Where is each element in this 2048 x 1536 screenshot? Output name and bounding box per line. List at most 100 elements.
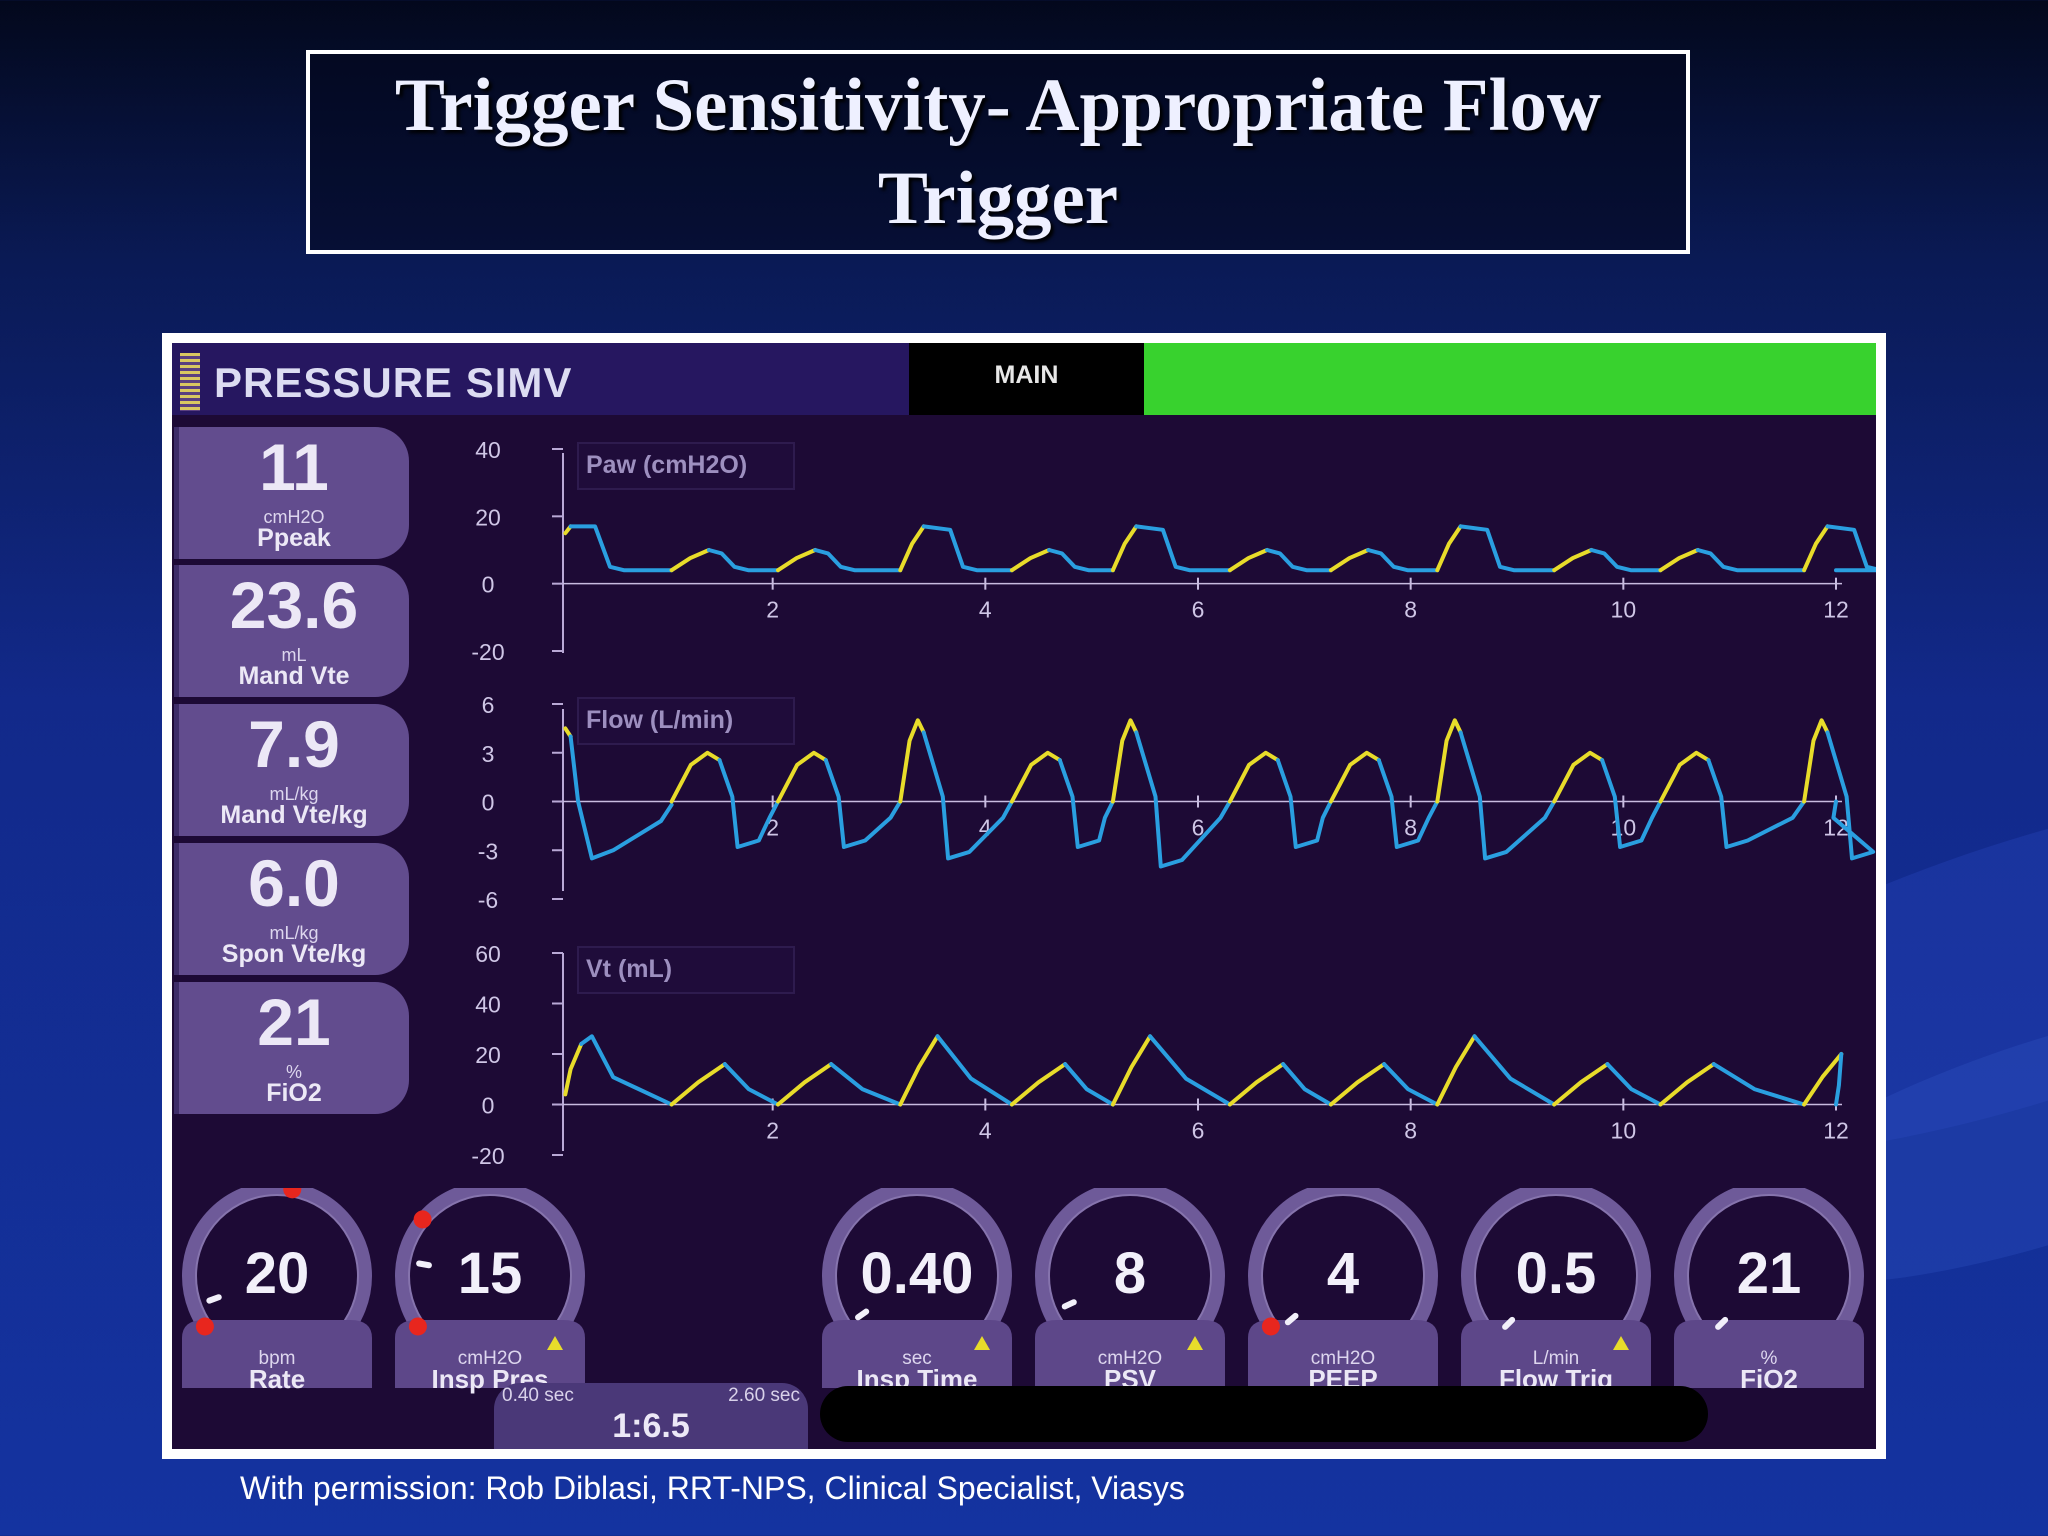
control-unit: cmH2O [1097, 1348, 1163, 1369]
trace-expiratory-segment [1148, 1034, 1232, 1107]
insp-time-control-knob[interactable]: 0.40 sec Insp Time [814, 1188, 1020, 1394]
monitor-name: Spon Vte/kg [221, 940, 367, 968]
trace-expiratory-segment [717, 758, 780, 849]
trace-inspiratory-segment [1009, 1062, 1068, 1107]
dial-limit-marker [195, 1317, 214, 1336]
y-tick-label: -6 [478, 887, 498, 913]
monitor-value: 7.9 [248, 707, 340, 781]
trace-expiratory-segment [1589, 548, 1663, 573]
trace-inspiratory-segment [776, 750, 828, 804]
trace-expiratory-segment [568, 734, 674, 861]
insp-pres-control-knob[interactable]: 15 cmH2O Insp Pres [387, 1188, 593, 1394]
monitor-name: Ppeak [257, 524, 331, 552]
trace-expiratory-segment [1834, 1052, 1844, 1107]
trace-expiratory-segment [1711, 1062, 1807, 1107]
x-tick-label: 12 [1823, 597, 1849, 623]
monitor-tile-mand-vte-kg[interactable]: 7.9 mL/kg Mand Vte/kg [174, 704, 409, 836]
rate-control-knob[interactable]: 20 bpm Rate [174, 1188, 380, 1394]
ie-ratio-tab[interactable]: 0.40 sec 2.60 sec 1:6.5 [494, 1383, 808, 1449]
monitor-unit: mL/kg [269, 784, 319, 804]
trace-inspiratory-segment [1552, 1062, 1610, 1107]
dial-label-plate [1248, 1320, 1438, 1388]
monitor-value: 21 [257, 985, 331, 1059]
control-value: 0.5 [1515, 1241, 1597, 1306]
ie-min-time: 0.40 sec [502, 1385, 574, 1406]
warning-triangle-icon [1187, 1336, 1203, 1350]
dial-limit-marker [1261, 1317, 1280, 1336]
slide-title: Trigger Sensitivity- Appropriate Flow Tr… [394, 64, 1602, 240]
flow-trig-control-knob[interactable]: 0.5 L/min Flow Trig [1453, 1188, 1659, 1394]
monitor-unit: mL/kg [269, 923, 319, 943]
psv-control-knob[interactable]: 8 cmH2O PSV [1027, 1188, 1233, 1394]
y-tick-label: 6 [482, 692, 495, 718]
peep-control-knob[interactable]: 4 cmH2O PEEP [1240, 1188, 1446, 1394]
trace-expiratory-segment [579, 1034, 674, 1107]
x-tick-label: 6 [1192, 1118, 1205, 1144]
control-unit: sec [902, 1348, 932, 1369]
dial-knob-icon [1035, 1188, 1225, 1388]
ie-ratio-value: 1:6.5 [612, 1407, 690, 1445]
trace-expiratory-segment [1695, 548, 1807, 573]
monitor-tile-spon-vte-kg[interactable]: 6.0 mL/kg Spon Vte/kg [174, 843, 409, 975]
trace-expiratory-segment [1134, 524, 1232, 573]
trace-inspiratory-segment [1435, 524, 1463, 573]
dial-pointer [1061, 1299, 1077, 1310]
waveform-graphs: 40 20 0 -20 2 4 6 8 10 12 Paw (cmH2O) 6 3 0 -3 -6 2 4 6 8 1… [471, 437, 1876, 1169]
control-value: 21 [1736, 1241, 1802, 1306]
dial-label-plate [1035, 1320, 1225, 1388]
trace-inspiratory-segment [1009, 548, 1052, 573]
x-tick-label: 8 [1404, 597, 1417, 623]
monitor-name: Mand Vte/kg [220, 801, 368, 829]
trace-expiratory-segment [829, 1062, 903, 1107]
trace-inspiratory-segment [1802, 718, 1830, 804]
ventilator-screen: PRESSURE SIMV MAIN 11 cmH2O Ppeak 23.6 m… [172, 343, 1876, 1449]
mode-label: PRESSURE SIMV [214, 359, 573, 406]
mode-banner[interactable]: PRESSURE SIMV [172, 343, 909, 415]
monitor-tile-mand-vte[interactable]: 23.6 mL Mand Vte [174, 565, 409, 697]
y-tick-label: -20 [471, 639, 504, 665]
dial-label-plate [395, 1320, 585, 1388]
trace-inspiratory-segment [1227, 750, 1280, 804]
trace-inspiratory-segment [1658, 548, 1700, 573]
control-value: 15 [457, 1241, 523, 1306]
fio2-control-knob[interactable]: 21 % FiO2 [1666, 1188, 1872, 1394]
trace-expiratory-segment [1366, 548, 1440, 573]
dial-label-plate [182, 1320, 372, 1388]
monitor-unit: mL [281, 645, 307, 665]
tab-main[interactable]: MAIN [909, 343, 1144, 415]
credit-text: With permission: Rob Diblasi, RRT-NPS, C… [240, 1470, 1185, 1506]
x-tick-label: 10 [1611, 597, 1637, 623]
graph-title: Paw (cmH2O) [586, 451, 747, 479]
drag-grip-icon[interactable] [180, 353, 200, 411]
dial-knob-icon [1674, 1188, 1864, 1388]
y-tick-label: 0 [482, 790, 495, 816]
trace-inspiratory-segment [669, 548, 711, 573]
trace-inspiratory-segment [1658, 750, 1711, 804]
control-value: 20 [244, 1241, 310, 1306]
dial-label-plate [1461, 1320, 1651, 1388]
dial-pointer [1502, 1316, 1516, 1330]
warning-triangle-icon [547, 1336, 563, 1350]
trace-expiratory-segment [1458, 524, 1557, 573]
trace-expiratory-segment [1275, 758, 1333, 849]
y-tick-label: 20 [475, 1042, 501, 1068]
trace-expiratory-segment [706, 548, 780, 573]
trace-expiratory-segment [1265, 548, 1333, 573]
trace-inspiratory-segment [1435, 718, 1463, 804]
trace-inspiratory-segment [898, 524, 926, 573]
monitor-tile-fio2[interactable]: 21 % FiO2 [174, 982, 409, 1114]
graph-title: Flow (L/min) [586, 706, 733, 734]
trace-expiratory-segment [1063, 1062, 1115, 1107]
trace-expiratory-segment [1376, 758, 1440, 849]
graph-title-box [577, 697, 795, 745]
monitor-value: 6.0 [248, 846, 340, 920]
dial-knob-icon [395, 1188, 585, 1388]
trace-inspiratory-segment [669, 1062, 727, 1107]
y-tick-label: 3 [482, 741, 495, 767]
dial-limit-marker [408, 1317, 427, 1336]
trace-expiratory-segment [813, 548, 903, 573]
trace-expiratory-segment [568, 524, 674, 573]
monitor-tile-ppeak[interactable]: 11 cmH2O Ppeak [174, 427, 409, 559]
trace-inspiratory-segment [1227, 1062, 1286, 1107]
